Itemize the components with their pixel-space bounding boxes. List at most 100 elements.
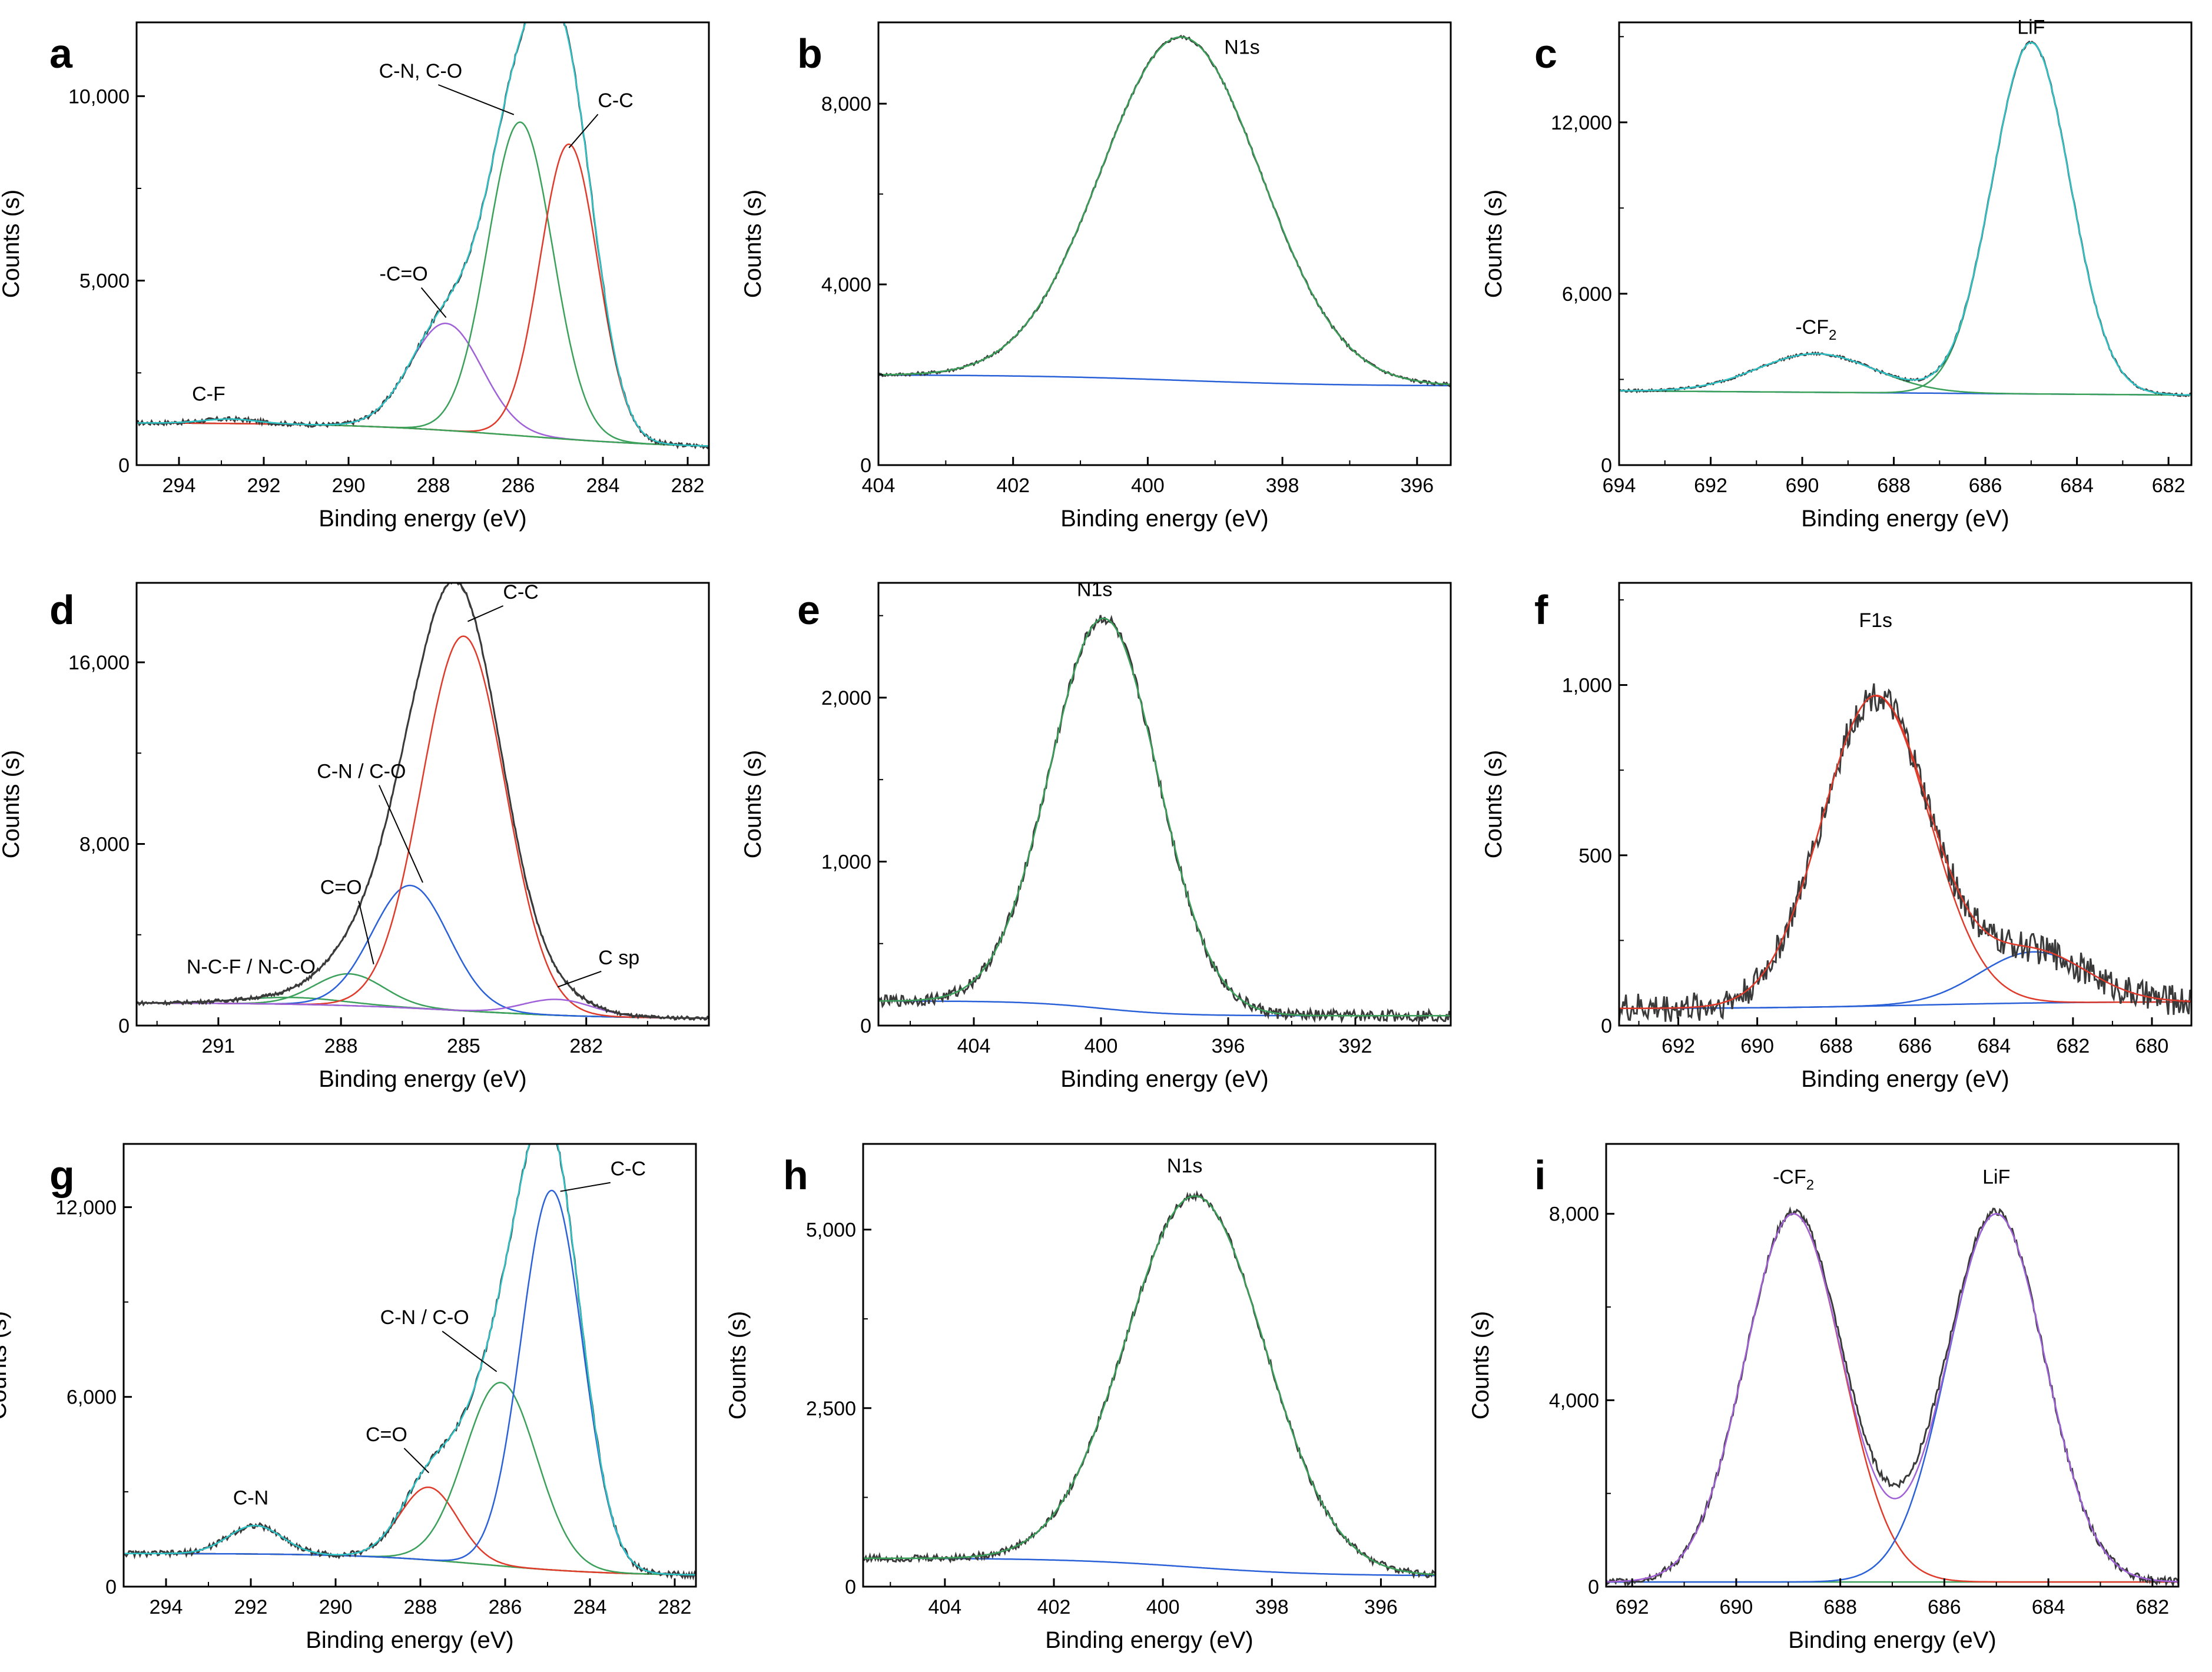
panel-letter-h: h bbox=[783, 1152, 808, 1198]
peak-label: LiF bbox=[1982, 1166, 2010, 1188]
x-axis-title: Binding energy (eV) bbox=[319, 506, 527, 532]
x-tick-label: 284 bbox=[573, 1596, 607, 1618]
x-tick-label: 684 bbox=[2060, 475, 2094, 497]
peak-label: C-C bbox=[598, 89, 633, 112]
x-tick-label: 396 bbox=[1212, 1035, 1245, 1057]
x-tick-label: 292 bbox=[247, 475, 281, 497]
y-axis-title: Counts (s) bbox=[740, 750, 766, 859]
annotation-leader bbox=[358, 901, 374, 965]
y-axis-title: Counts (s) bbox=[0, 190, 24, 298]
annotation-leader bbox=[438, 84, 515, 115]
y-tick-label: 1,000 bbox=[821, 851, 871, 873]
peak-label: C-N, C-O bbox=[379, 60, 463, 82]
curves-f bbox=[1619, 683, 2191, 1022]
envelope-line bbox=[863, 1195, 1435, 1575]
annotation-leader bbox=[442, 1331, 498, 1372]
curves-a bbox=[137, 22, 709, 450]
y-axis-title: Counts (s) bbox=[1468, 1311, 1494, 1420]
x-tick-label: 288 bbox=[417, 475, 450, 497]
x-tick-label: 282 bbox=[569, 1035, 603, 1057]
panel-letter-d: d bbox=[49, 587, 75, 633]
curves-b bbox=[878, 35, 1451, 387]
y-tick-label: 8,000 bbox=[79, 833, 130, 855]
component-peak bbox=[1619, 42, 2191, 396]
x-tick-label: 684 bbox=[2032, 1596, 2065, 1618]
y-tick-label: 0 bbox=[845, 1576, 856, 1598]
x-tick-label: 288 bbox=[404, 1596, 437, 1618]
background-line bbox=[878, 374, 1451, 387]
raw-data-line bbox=[1619, 40, 2191, 397]
peak-label: C-N / C-O bbox=[380, 1306, 469, 1329]
peak-label: C=O bbox=[320, 876, 362, 898]
annotation-leader bbox=[560, 1182, 611, 1192]
peak-label: C=O bbox=[366, 1424, 407, 1446]
x-tick-label: 686 bbox=[1898, 1035, 1932, 1057]
y-tick-label: 0 bbox=[105, 1576, 117, 1598]
raw-data-line bbox=[1619, 683, 2191, 1022]
x-tick-label: 282 bbox=[658, 1596, 692, 1618]
x-tick-label: 286 bbox=[502, 475, 535, 497]
x-tick-label: 690 bbox=[1720, 1596, 1753, 1618]
peak-label: C-N bbox=[233, 1487, 268, 1509]
component-peak bbox=[863, 1195, 1435, 1575]
x-axis-title: Binding energy (eV) bbox=[1788, 1627, 1997, 1653]
x-tick-label: 400 bbox=[1085, 1035, 1118, 1057]
x-axis-title: Binding energy (eV) bbox=[306, 1627, 514, 1653]
x-tick-label: 400 bbox=[1146, 1596, 1180, 1618]
component-peak bbox=[1619, 695, 2191, 1010]
panel-d: d 291 288 285 282 0 8,000 16,000 Binding energy … bbox=[0, 581, 710, 1092]
peak-label: C-C bbox=[611, 1158, 646, 1180]
raw-data-line bbox=[878, 35, 1451, 387]
panel-letter-a: a bbox=[49, 31, 73, 77]
plot-frame bbox=[1618, 582, 2193, 1027]
y-tick-label: 16,000 bbox=[68, 652, 130, 674]
panel-i: i 692 690 688 686 684 682 0 4,000 8,000 Binding en… bbox=[1468, 1143, 2180, 1653]
component-peak bbox=[878, 36, 1451, 386]
y-tick-label: 8,000 bbox=[821, 93, 871, 115]
x-tick-label: 398 bbox=[1266, 475, 1299, 497]
y-tick-label: 4,000 bbox=[1549, 1389, 1599, 1412]
panel-h: h 404 402 400 398 396 0 2,500 5,000 Binding energ… bbox=[725, 1143, 1437, 1653]
x-axis-title: Binding energy (eV) bbox=[1045, 1627, 1253, 1653]
annotation-leader bbox=[467, 605, 504, 622]
x-tick-label: 686 bbox=[1928, 1596, 1961, 1618]
peak-label: F1s bbox=[1859, 609, 1892, 632]
curves-c bbox=[1619, 40, 2191, 397]
peak-label: N1s bbox=[1224, 37, 1259, 59]
panel-a: a 294 292 290 288 286 284 282 0 5,000 10,000 Bindin… bbox=[0, 21, 710, 532]
panel-b: b 404 402 400 398 396 0 4,000 8,000 Binding energ… bbox=[740, 21, 1452, 532]
x-axis-title: Binding energy (eV) bbox=[1060, 1066, 1269, 1092]
x-tick-label: 285 bbox=[447, 1035, 480, 1057]
x-axis-title: Binding energy (eV) bbox=[319, 1066, 527, 1092]
y-tick-label: 0 bbox=[118, 1015, 130, 1037]
component-peak bbox=[878, 618, 1451, 1017]
peak-label: -CF2 bbox=[1773, 1166, 1814, 1193]
x-tick-label: 294 bbox=[150, 1596, 183, 1618]
x-tick-label: 692 bbox=[1662, 1035, 1695, 1057]
y-tick-label: 2,000 bbox=[821, 687, 871, 709]
x-axis-title: Binding energy (eV) bbox=[1801, 1066, 2009, 1092]
component-peak bbox=[124, 1189, 696, 1576]
y-tick-label: 4,000 bbox=[821, 274, 871, 296]
y-tick-label: 0 bbox=[1601, 1015, 1612, 1037]
x-tick-label: 290 bbox=[332, 475, 366, 497]
envelope-line bbox=[1606, 1213, 2178, 1583]
y-axis-title: Counts (s) bbox=[0, 1311, 11, 1420]
curves-g bbox=[124, 1144, 696, 1581]
background-line bbox=[878, 1000, 1451, 1017]
panel-e: e 404 400 396 392 0 1,000 2,000 Binding energy (… bbox=[740, 578, 1452, 1092]
x-tick-label: 396 bbox=[1364, 1596, 1398, 1618]
x-tick-label: 686 bbox=[1969, 475, 2002, 497]
y-tick-label: 500 bbox=[1578, 845, 1612, 867]
x-tick-label: 692 bbox=[1616, 1596, 1649, 1618]
x-tick-label: 294 bbox=[162, 475, 196, 497]
envelope-line bbox=[137, 22, 709, 447]
x-tick-label: 402 bbox=[996, 475, 1030, 497]
x-tick-label: 404 bbox=[862, 475, 896, 497]
x-tick-label: 694 bbox=[1603, 475, 1636, 497]
component-peak bbox=[137, 973, 709, 1019]
panel-letter-b: b bbox=[797, 31, 823, 77]
plot-frame bbox=[122, 1143, 697, 1588]
curves-e bbox=[878, 615, 1451, 1024]
